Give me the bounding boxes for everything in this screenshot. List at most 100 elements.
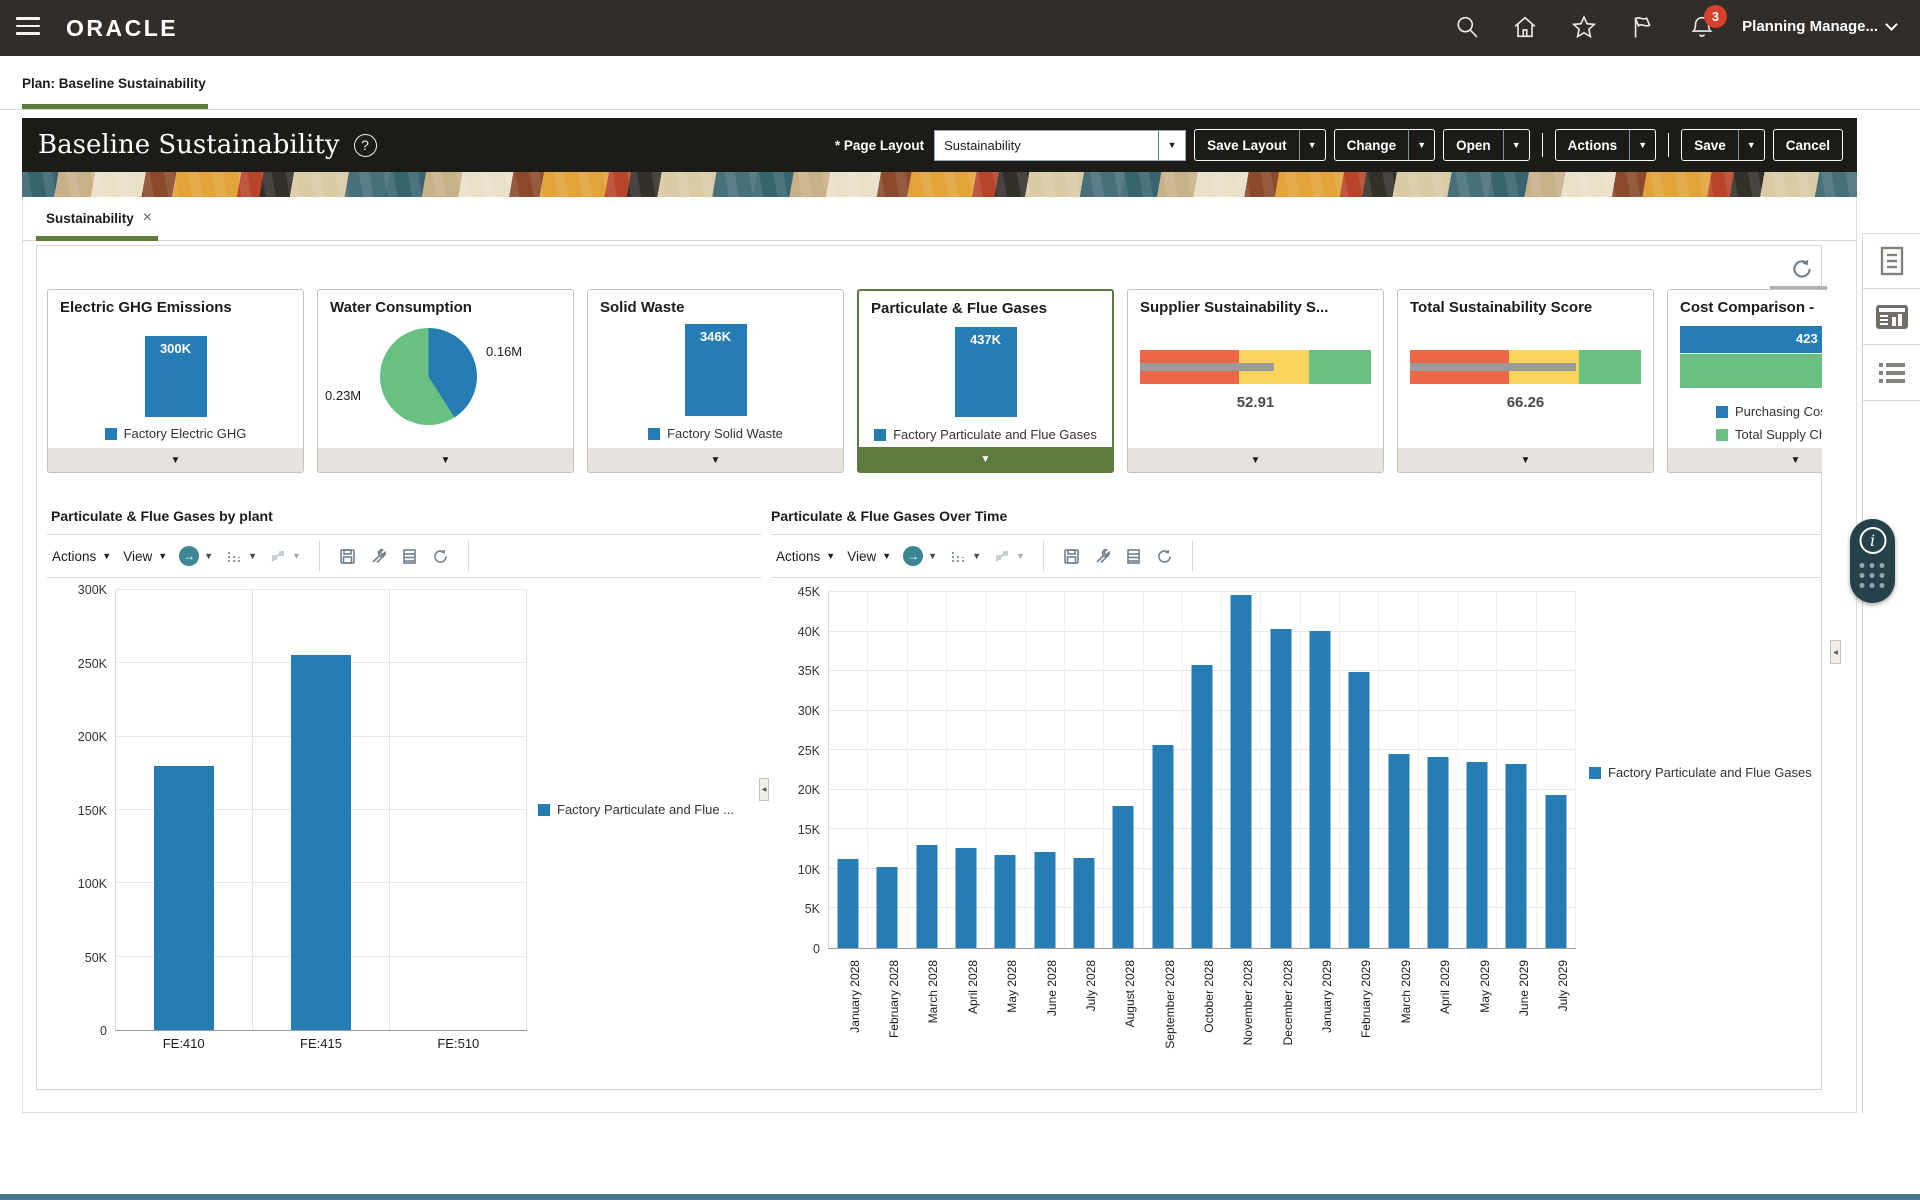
- kpi-card-total-sustainability-score[interactable]: Total Sustainability Score 66.26: [1397, 289, 1654, 473]
- bottom-accent-bar: [0, 1194, 1920, 1200]
- bar-March 2029: [1388, 754, 1409, 948]
- tab-sustainability[interactable]: Sustainability ×: [46, 209, 152, 227]
- card-legend: Factory Particulate and Flue Gases: [859, 427, 1112, 442]
- select-dropdown-arrow-icon[interactable]: [1158, 131, 1185, 160]
- chart-column: [1261, 592, 1300, 948]
- help-icon[interactable]: [354, 134, 377, 157]
- bar-chart-over-time: 05K10K15K20K25K30K35K40K45K January 2028…: [782, 584, 1582, 1076]
- actions-menu[interactable]: Actions: [776, 549, 835, 564]
- watchlist-flag-icon[interactable]: [1628, 13, 1658, 43]
- refresh-icon[interactable]: [1155, 547, 1174, 566]
- chart-legend: Factory Particulate and Flue ...: [538, 802, 734, 817]
- card-expand-button[interactable]: [1128, 448, 1383, 472]
- view-menu[interactable]: View: [847, 549, 891, 564]
- card-expand-button[interactable]: [588, 448, 843, 472]
- dashboard-view-button-active[interactable]: [1863, 289, 1920, 345]
- chart-column: [1419, 592, 1458, 948]
- list-view-button[interactable]: [1863, 345, 1920, 401]
- navigation-menu-icon[interactable]: [16, 17, 42, 39]
- info-icon[interactable]: [1859, 527, 1886, 554]
- save-dropdown-arrow[interactable]: [1738, 130, 1764, 160]
- open-button[interactable]: Open: [1443, 129, 1530, 161]
- x-axis-label: FE:415: [252, 1036, 389, 1051]
- y-axis-tick-label: 250K: [78, 657, 107, 671]
- card-expand-button[interactable]: [1398, 448, 1653, 472]
- legend-swatch: [1716, 406, 1728, 418]
- go-button[interactable]: →▼: [179, 546, 213, 566]
- gauge-needle: [1410, 363, 1576, 371]
- actions-button[interactable]: Actions: [1555, 129, 1657, 161]
- bar-January 2028: [838, 859, 859, 948]
- notifications-bell-icon[interactable]: 3: [1688, 13, 1718, 43]
- save-layout-dropdown-arrow[interactable]: [1299, 130, 1325, 160]
- panel-splitter-handle[interactable]: ◀: [1830, 640, 1841, 664]
- table-view-icon[interactable]: [1124, 547, 1143, 566]
- legend-swatch: [648, 428, 660, 440]
- y-axis-tick-label: 200K: [78, 730, 107, 744]
- x-axis-label: March 2028: [926, 960, 940, 1023]
- kpi-card-particulate-flue-gases[interactable]: Particulate & Flue Gases 437K Factory Pa…: [857, 289, 1114, 473]
- cancel-button[interactable]: Cancel: [1773, 129, 1843, 161]
- go-button[interactable]: →▼: [903, 546, 937, 566]
- change-dropdown-arrow[interactable]: [1408, 130, 1434, 160]
- open-dropdown-arrow[interactable]: [1503, 130, 1529, 160]
- open-label: Open: [1444, 130, 1503, 160]
- kpi-card-supplier-sustainability-score[interactable]: Supplier Sustainability S... 52.91: [1127, 289, 1384, 473]
- panel-splitter-handle[interactable]: ◀: [759, 778, 769, 801]
- gauge-value: 66.26: [1398, 394, 1653, 411]
- kpi-card-electric-ghg-emissions[interactable]: Electric GHG Emissions 300K Factory Elec…: [47, 289, 304, 473]
- chart-toolbar: Actions View →▼ ▼ ▼: [771, 534, 1821, 578]
- chart-column: [116, 590, 253, 1030]
- gauge-value: 52.91: [1128, 394, 1383, 411]
- card-expand-button[interactable]: [859, 447, 1112, 471]
- search-icon[interactable]: [1453, 13, 1483, 43]
- tools-icon[interactable]: [369, 547, 388, 566]
- card-legend: Factory Electric GHG: [48, 426, 303, 441]
- chart-column: [1340, 592, 1379, 948]
- button-separator: [1668, 133, 1669, 157]
- card-expand-button[interactable]: [48, 448, 303, 472]
- drag-handle-dots-icon[interactable]: [1859, 563, 1886, 590]
- chevron-down-icon: [1885, 18, 1898, 31]
- kpi-card-water-consumption[interactable]: Water Consumption 0.16M 0.23M: [317, 289, 574, 473]
- view-menu[interactable]: View: [123, 549, 167, 564]
- save-icon[interactable]: [338, 547, 357, 566]
- actions-dropdown-arrow[interactable]: [1629, 130, 1655, 160]
- actions-menu[interactable]: Actions: [52, 549, 111, 564]
- chart-column: [253, 590, 390, 1030]
- y-axis-tick-label: 5K: [805, 902, 820, 916]
- tab-bar-divider: [23, 240, 1856, 241]
- card-expand-button[interactable]: [318, 448, 573, 472]
- bar-value-label: 300K: [145, 341, 207, 356]
- page-view-button[interactable]: [1863, 233, 1920, 289]
- tools-icon[interactable]: [1093, 547, 1112, 566]
- favorites-star-icon[interactable]: [1570, 13, 1600, 43]
- card-expand-button[interactable]: [1668, 448, 1822, 472]
- kpi-card-cost-comparison[interactable]: Cost Comparison - 423 Purchasing Cos Tot…: [1667, 289, 1822, 473]
- home-icon[interactable]: [1511, 13, 1541, 43]
- plot-area: [115, 590, 527, 1031]
- chart-toolbar: Actions View →▼ ▼ ▼: [47, 534, 761, 578]
- table-view-icon[interactable]: [400, 547, 419, 566]
- chart-format-button[interactable]: ▼: [949, 547, 981, 565]
- close-tab-icon[interactable]: ×: [143, 209, 152, 227]
- chart-format-button[interactable]: ▼: [225, 547, 257, 565]
- refresh-icon[interactable]: [431, 547, 450, 566]
- bar-December 2028: [1270, 629, 1291, 948]
- bar-February 2029: [1349, 672, 1370, 948]
- save-layout-button[interactable]: Save Layout: [1194, 129, 1326, 161]
- kpi-card-solid-waste[interactable]: Solid Waste 346K Factory Solid Waste: [587, 289, 844, 473]
- x-axis-label: December 2028: [1281, 960, 1295, 1045]
- user-role-menu[interactable]: Planning Manage...: [1742, 18, 1896, 35]
- dashboard-panel: Electric GHG Emissions 300K Factory Elec…: [36, 245, 1822, 1090]
- change-button[interactable]: Change: [1334, 129, 1436, 161]
- actions-label: Actions: [1556, 130, 1630, 160]
- save-button[interactable]: Save: [1681, 129, 1765, 161]
- save-icon[interactable]: [1062, 547, 1081, 566]
- y-axis-tick-label: 35K: [798, 664, 820, 678]
- chart-column: [1458, 592, 1497, 948]
- page-layout-label: * Page Layout: [835, 138, 924, 153]
- page-layout-select[interactable]: Sustainability: [934, 130, 1186, 161]
- refresh-icon[interactable]: [1789, 256, 1815, 282]
- bar-April 2028: [956, 848, 977, 948]
